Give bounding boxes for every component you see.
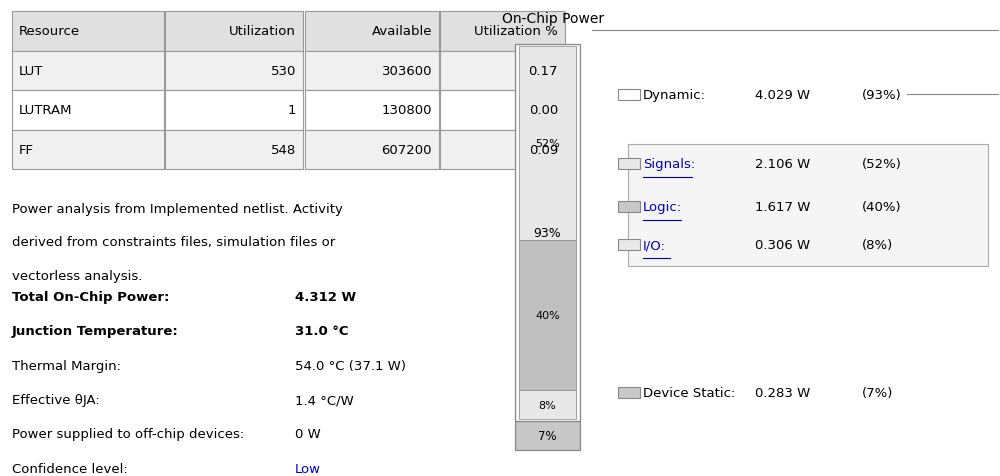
Text: Low: Low [295,462,321,475]
Text: 7%: 7% [538,429,557,442]
Text: 0.283 W: 0.283 W [755,386,810,399]
FancyBboxPatch shape [440,130,565,170]
Text: Logic:: Logic: [643,200,682,214]
Text: 1: 1 [288,104,296,117]
FancyBboxPatch shape [12,51,164,91]
FancyBboxPatch shape [440,51,565,91]
Text: Power supplied to off-chip devices:: Power supplied to off-chip devices: [12,427,244,440]
FancyBboxPatch shape [165,91,303,130]
FancyBboxPatch shape [12,91,164,130]
Text: FF: FF [19,144,34,157]
Text: Power analysis from Implemented netlist. Activity: Power analysis from Implemented netlist.… [12,202,343,215]
FancyBboxPatch shape [618,387,640,398]
FancyBboxPatch shape [618,240,640,250]
Text: (52%): (52%) [862,158,902,171]
FancyBboxPatch shape [165,12,303,51]
FancyBboxPatch shape [305,51,439,91]
Text: Confidence level:: Confidence level: [12,462,128,475]
FancyBboxPatch shape [515,45,580,422]
Text: 607200: 607200 [382,144,432,157]
Text: derived from constraints files, simulation files or: derived from constraints files, simulati… [12,236,335,248]
Text: LUTRAM: LUTRAM [19,104,72,117]
Text: I/O:: I/O: [643,238,666,252]
Text: 130800: 130800 [382,104,432,117]
Text: On-Chip Power: On-Chip Power [502,12,604,26]
Text: 548: 548 [271,144,296,157]
FancyBboxPatch shape [305,91,439,130]
Text: 303600: 303600 [382,65,432,78]
Text: Device Static:: Device Static: [643,386,735,399]
Text: vectorless analysis.: vectorless analysis. [12,269,142,282]
FancyBboxPatch shape [305,12,439,51]
Text: 0.17: 0.17 [528,65,558,78]
Text: Junction Temperature:: Junction Temperature: [12,325,179,337]
FancyBboxPatch shape [519,47,576,241]
FancyBboxPatch shape [618,159,640,169]
Text: Available: Available [372,25,432,38]
Text: 1.617 W: 1.617 W [755,200,810,214]
Text: 8%: 8% [539,400,556,410]
Text: 4.029 W: 4.029 W [755,89,810,102]
Text: 93%: 93% [534,227,561,240]
Text: (7%): (7%) [862,386,893,399]
Text: Total On-Chip Power:: Total On-Chip Power: [12,290,169,303]
FancyBboxPatch shape [440,12,565,51]
FancyBboxPatch shape [12,12,164,51]
Text: Utilization %: Utilization % [474,25,558,38]
Text: (8%): (8%) [862,238,893,252]
Text: (93%): (93%) [862,89,902,102]
Text: Effective θJA:: Effective θJA: [12,393,100,406]
FancyBboxPatch shape [12,130,164,170]
FancyBboxPatch shape [440,91,565,130]
FancyBboxPatch shape [519,390,576,420]
Text: 31.0 °C: 31.0 °C [295,325,349,337]
Text: 0.00: 0.00 [529,104,558,117]
Text: 0.306 W: 0.306 W [755,238,810,252]
FancyBboxPatch shape [515,422,580,450]
Text: 52%: 52% [535,139,560,149]
Text: 2.106 W: 2.106 W [755,158,810,171]
Text: 0.09: 0.09 [529,144,558,157]
FancyBboxPatch shape [628,145,988,267]
Text: Thermal Margin:: Thermal Margin: [12,359,121,372]
FancyBboxPatch shape [618,202,640,212]
Text: Signals:: Signals: [643,158,695,171]
Text: 0 W: 0 W [295,427,321,440]
Text: 54.0 °C (37.1 W): 54.0 °C (37.1 W) [295,359,406,372]
FancyBboxPatch shape [618,90,640,100]
FancyBboxPatch shape [165,51,303,91]
Text: Utilization: Utilization [229,25,296,38]
Text: 530: 530 [271,65,296,78]
Text: 40%: 40% [535,310,560,320]
FancyBboxPatch shape [165,130,303,170]
FancyBboxPatch shape [519,241,576,390]
FancyBboxPatch shape [305,130,439,170]
Text: 1.4 °C/W: 1.4 °C/W [295,393,354,406]
Text: 4.312 W: 4.312 W [295,290,356,303]
Text: Dynamic:: Dynamic: [643,89,706,102]
Text: LUT: LUT [19,65,43,78]
Text: (40%): (40%) [862,200,902,214]
Text: Resource: Resource [19,25,80,38]
